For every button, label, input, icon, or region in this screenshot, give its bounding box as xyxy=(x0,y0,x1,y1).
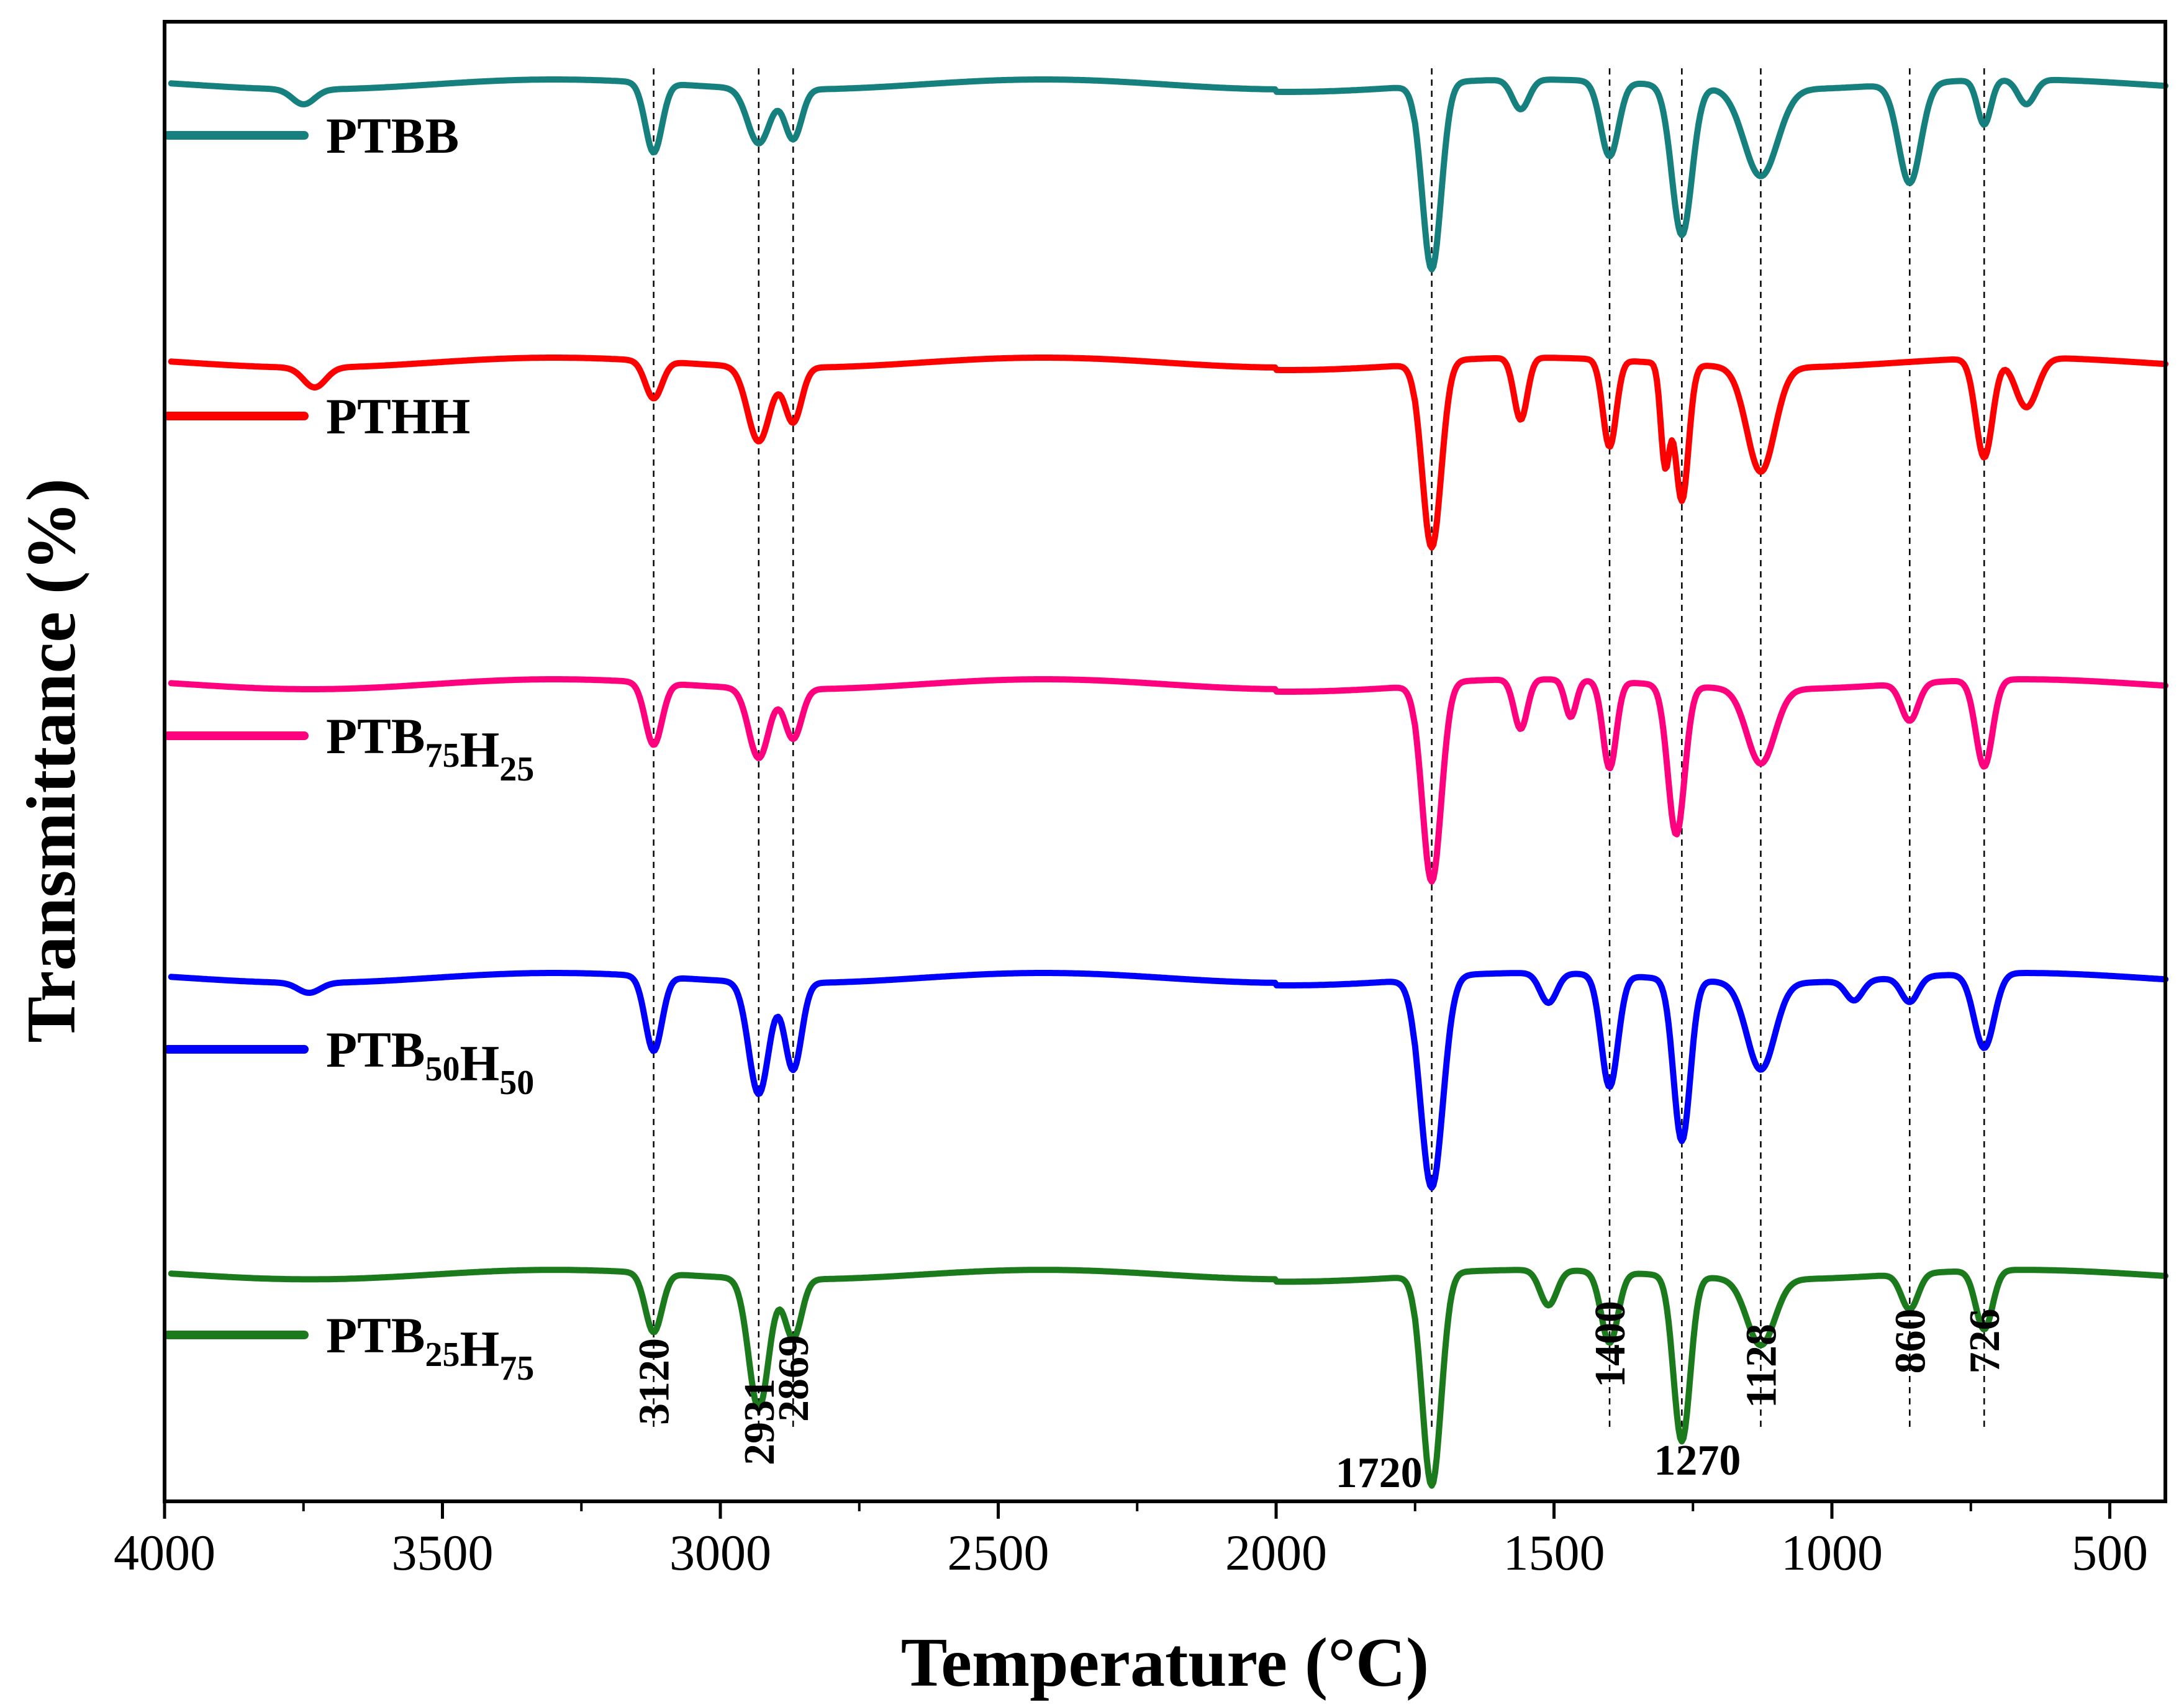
legend-label-PTHH: PTHH xyxy=(326,388,470,445)
series-line-PTB50H50 xyxy=(168,970,2168,1191)
peak-label-2869: 2869 xyxy=(770,1335,818,1422)
peak-label-1270: 1270 xyxy=(1654,1437,1741,1485)
x-axis: 4000 3500 3000 2500 2000 1500 1000 500 xyxy=(114,1501,2148,1581)
plot-frame xyxy=(163,20,2167,1503)
x-tick-label-500: 500 xyxy=(2072,1524,2148,1581)
peak-label-726: 726 xyxy=(1961,1309,2009,1374)
peak-label-3120: 3120 xyxy=(631,1338,679,1425)
series-layer xyxy=(168,76,2168,1489)
peak-label-1720: 1720 xyxy=(1336,1449,1423,1497)
x-tick-label-1000: 1000 xyxy=(1781,1524,1883,1581)
legend: PTBB PTHH PTB75H25 PTB50H50 PTB25H75 xyxy=(163,107,534,1388)
x-tick-label-2500: 2500 xyxy=(948,1524,1049,1581)
peak-label-2931: 2931 xyxy=(736,1378,784,1465)
series-line-PTBB xyxy=(168,76,2168,273)
legend-label-PTB75H25: PTB75H25 xyxy=(326,708,534,789)
x-tick-label-3000: 3000 xyxy=(669,1524,771,1581)
x-tick-label-3500: 3500 xyxy=(392,1524,494,1581)
legend-label-PTB50H50: PTB50H50 xyxy=(326,1021,534,1102)
peak-label-1400: 1400 xyxy=(1587,1301,1634,1388)
reference-lines xyxy=(653,68,1985,1428)
x-tick-label-1500: 1500 xyxy=(1503,1524,1605,1581)
series-line-PTB75H25 xyxy=(168,676,2168,885)
series-line-PTHH xyxy=(168,355,2168,551)
series-line-PTB25H75 xyxy=(168,1267,2168,1489)
legend-label-PTB25H75: PTB25H75 xyxy=(326,1307,534,1388)
y-axis-title: Transmittance (%) xyxy=(13,478,90,1042)
peak-label-1128: 1128 xyxy=(1738,1324,1785,1408)
peak-label-860: 860 xyxy=(1887,1309,1934,1374)
x-axis-title: Temperature (°C) xyxy=(901,1624,1429,1701)
legend-label-PTBB: PTBB xyxy=(326,107,459,164)
x-tick-label-2000: 2000 xyxy=(1225,1524,1327,1581)
x-tick-label-4000: 4000 xyxy=(114,1524,215,1581)
